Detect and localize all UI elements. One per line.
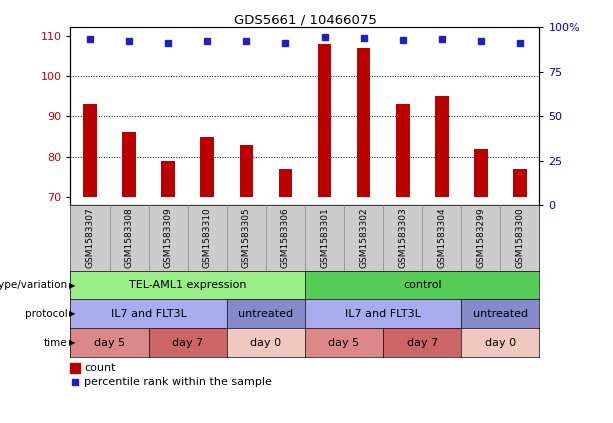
Text: control: control	[403, 280, 441, 290]
Text: count: count	[85, 363, 116, 373]
Text: day 0: day 0	[250, 338, 281, 348]
Bar	[435, 96, 449, 197]
Text: ▶: ▶	[69, 309, 76, 319]
Bar	[396, 104, 409, 197]
Text: GSM1583308: GSM1583308	[124, 208, 134, 268]
Bar	[122, 132, 136, 197]
Bar	[318, 44, 332, 197]
Text: ▶: ▶	[69, 338, 76, 347]
Text: GSM1583303: GSM1583303	[398, 208, 407, 268]
Text: GSM1583302: GSM1583302	[359, 208, 368, 268]
Bar	[200, 137, 214, 197]
Bar	[474, 148, 488, 197]
Text: protocol: protocol	[25, 309, 67, 319]
Text: GSM1583309: GSM1583309	[164, 208, 173, 268]
Text: ▶: ▶	[69, 280, 76, 290]
Bar	[357, 48, 370, 197]
Text: untreated: untreated	[473, 309, 528, 319]
Bar	[240, 145, 253, 197]
Text: untreated: untreated	[238, 309, 294, 319]
Text: percentile rank within the sample: percentile rank within the sample	[85, 376, 272, 387]
Text: GSM1583307: GSM1583307	[86, 208, 94, 268]
Text: IL7 and FLT3L: IL7 and FLT3L	[111, 309, 186, 319]
Text: GSM1583305: GSM1583305	[242, 208, 251, 268]
Text: genotype/variation: genotype/variation	[0, 280, 67, 290]
Text: time: time	[44, 338, 67, 348]
Text: GSM1583304: GSM1583304	[437, 208, 446, 268]
Bar	[513, 169, 527, 197]
Bar	[83, 104, 97, 197]
Text: GSM1583301: GSM1583301	[320, 208, 329, 268]
Bar	[70, 363, 80, 373]
Text: TEL-AML1 expression: TEL-AML1 expression	[129, 280, 246, 290]
Text: day 7: day 7	[172, 338, 204, 348]
Text: day 5: day 5	[329, 338, 360, 348]
Text: GSM1583306: GSM1583306	[281, 208, 290, 268]
Text: day 5: day 5	[94, 338, 125, 348]
Text: GSM1583310: GSM1583310	[203, 208, 211, 268]
Bar	[278, 169, 292, 197]
Text: GSM1583299: GSM1583299	[476, 208, 485, 268]
Text: IL7 and FLT3L: IL7 and FLT3L	[345, 309, 421, 319]
Text: GSM1583300: GSM1583300	[516, 208, 524, 268]
Title: GDS5661 / 10466075: GDS5661 / 10466075	[234, 14, 376, 26]
Bar	[161, 161, 175, 197]
Text: day 0: day 0	[485, 338, 516, 348]
Text: day 7: day 7	[406, 338, 438, 348]
